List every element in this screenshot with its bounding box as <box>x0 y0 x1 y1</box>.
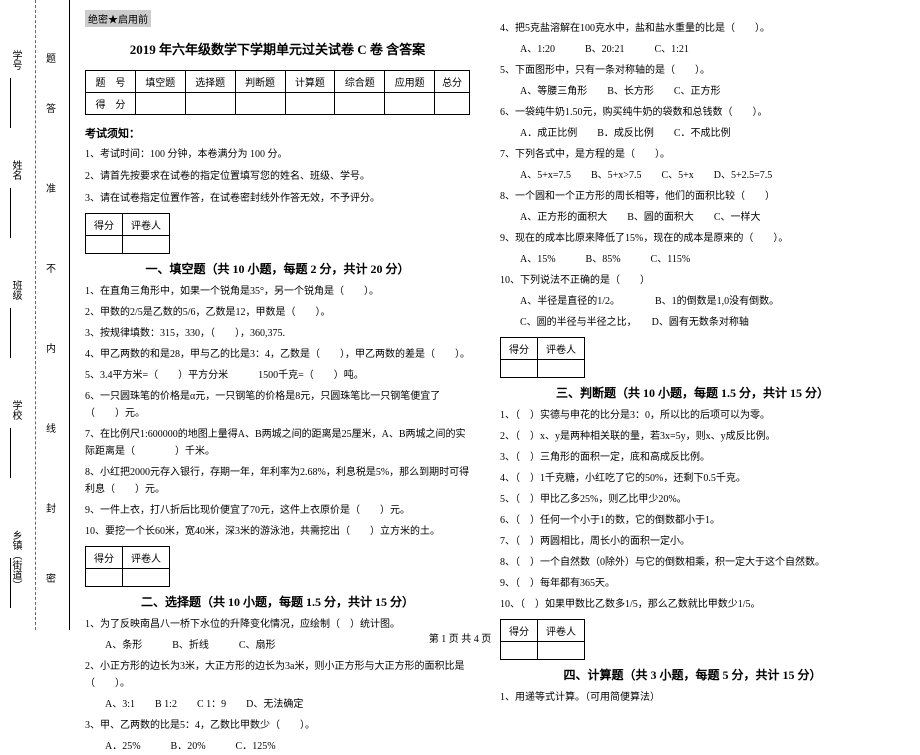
score-header-cell: 选择题 <box>185 71 235 93</box>
score-value-cell <box>285 93 335 115</box>
score-value-cell <box>235 93 285 115</box>
notice-item: 3、请在试卷指定位置作答，在试卷密封线外作答无效，不予评分。 <box>85 191 470 207</box>
question-line: 5、3.4平方米=（ ）平方分米 1500千克=（ ）吨。 <box>85 367 470 384</box>
question-line: 3、（ ）三角形的面积一定，底和高成反比例。 <box>500 449 885 466</box>
score-header-cell: 综合题 <box>335 71 385 93</box>
question-line: 7、在比例尺1:600000的地图上量得A、B两城之间的距离是25厘米，A、B两… <box>85 426 470 460</box>
seal-char: 封 <box>46 500 56 515</box>
binding-margin: 学号姓名班级学校乡镇（街道） 题答准不内线封密 <box>0 0 70 630</box>
question-line: A、半径是直径的1/2。 B、1的倒数是1,0没有倒数。 <box>500 293 885 310</box>
score-value-cell <box>135 93 185 115</box>
binding-field-label: 学号 <box>8 50 23 70</box>
page-footer: 第 1 页 共 4 页 <box>0 630 920 645</box>
score-value-cell <box>435 93 470 115</box>
score-header-cell: 应用题 <box>385 71 435 93</box>
question-line: 10、（ ）如果甲数比乙数多1/5，那么乙数就比甲数少1/5。 <box>500 596 885 613</box>
question-line: 4、把5克盐溶解在100克水中，盐和盐水重量的比是（ ）。 <box>500 20 885 37</box>
score-value-cell <box>385 93 435 115</box>
question-line: 6、（ ）任何一个小于1的数，它的倒数都小于1。 <box>500 512 885 529</box>
question-line: 9、一件上衣，打八折后比现价便宜了70元，这件上衣原价是（ ）元。 <box>85 502 470 519</box>
question-line: A、15% B、85% C、115% <box>500 251 885 268</box>
notice-head: 考试须知： <box>85 125 470 141</box>
seal-char: 密 <box>46 570 56 585</box>
question-line: 5、（ ）甲比乙多25%，则乙比甲少20%。 <box>500 491 885 508</box>
seal-char: 答 <box>46 100 56 115</box>
secret-label: 绝密★启用前 <box>85 10 151 27</box>
score-header-cell: 总分 <box>435 71 470 93</box>
left-column: 绝密★启用前 2019 年六年级数学下学期单元过关试卷 C 卷 含答案 题 号填… <box>70 0 485 630</box>
seal-char: 准 <box>46 180 56 195</box>
section1-title: 一、填空题（共 10 小题，每题 2 分，共计 20 分） <box>85 260 470 277</box>
score-header-cell: 判断题 <box>235 71 285 93</box>
notice-item: 2、请首先按要求在试卷的指定位置填写您的姓名、班级、学号。 <box>85 169 470 185</box>
section3-title: 三、判断题（共 10 小题，每题 1.5 分，共计 15 分） <box>500 384 885 401</box>
question-line: 10、下列说法不正确的是（ ） <box>500 272 885 289</box>
right-column: 4、把5克盐溶解在100克水中，盐和盐水重量的比是（ ）。 A、1:20 B、2… <box>485 0 900 630</box>
question-line: 8、一个圆和一个正方形的周长相等，他们的面积比较（ ） <box>500 188 885 205</box>
question-line: 10、要挖一个长60米，宽40米，深3米的游泳池，共需挖出（ ）立方米的土。 <box>85 523 470 540</box>
binding-field-label: 姓名 <box>8 160 23 180</box>
question-line: A、5+x=7.5 B、5+x>7.5 C、5+x D、5+2.5=7.5 <box>500 167 885 184</box>
seal-char: 题 <box>46 50 56 65</box>
score-value-cell <box>335 93 385 115</box>
question-line: 3、按规律填数：315，330，（ ），360,375. <box>85 325 470 342</box>
question-line: 1、（ ）实德与申花的比分是3：0，所以比的后项可以为零。 <box>500 407 885 424</box>
score-table: 题 号填空题选择题判断题计算题综合题应用题总分 得 分 <box>85 70 470 115</box>
dash-line <box>35 0 36 630</box>
question-line: 8、（ ）一个自然数（0除外）与它的倒数相乘，积一定大于这个自然数。 <box>500 554 885 571</box>
seal-char: 内 <box>46 340 56 355</box>
grader-table-3: 得分评卷人 <box>500 337 585 378</box>
question-line: 6、一袋纯牛奶1.50元，购买纯牛奶的袋数和总钱数（ ）。 <box>500 104 885 121</box>
score-header-cell: 填空题 <box>135 71 185 93</box>
section4-title: 四、计算题（共 3 小题，每题 5 分，共计 15 分） <box>500 666 885 683</box>
seal-char: 不 <box>46 260 56 275</box>
score-value-cell <box>185 93 235 115</box>
grader-person: 评卷人 <box>123 214 170 236</box>
section2-title: 二、选择题（共 10 小题，每题 1.5 分，共计 15 分） <box>85 593 470 610</box>
question-line: 7、（ ）两圆相比，周长小的面积一定小。 <box>500 533 885 550</box>
question-line: 1、用递等式计算。（可用简便算法） <box>500 689 885 706</box>
seal-char: 线 <box>46 420 56 435</box>
notice-item: 1、考试时间：100 分钟，本卷满分为 100 分。 <box>85 147 470 163</box>
question-line: A、等腰三角形 B、长方形 C、正方形 <box>500 83 885 100</box>
question-line: A．成正比例 B．成反比例 C．不成比例 <box>500 125 885 142</box>
question-line: 9、（ ）每年都有365天。 <box>500 575 885 592</box>
question-line: 9、现在的成本比原来降低了15%，现在的成本是原来的（ ）。 <box>500 230 885 247</box>
question-line: A、3:1 B 1:2 C 1：9 D、无法确定 <box>85 696 470 713</box>
grader-table-2: 得分评卷人 <box>85 546 170 587</box>
question-line: 4、甲乙两数的和是28，甲与乙的比是3：4，乙数是（ ），甲乙两数的差是（ ）。 <box>85 346 470 363</box>
question-line: 6、一只圆珠笔的价格是α元，一只钢笔的价格是8元，只圆珠笔比一只钢笔便宜了（ ）… <box>85 388 470 422</box>
score-value-cell: 得 分 <box>86 93 136 115</box>
score-header-cell: 计算题 <box>285 71 335 93</box>
exam-title: 2019 年六年级数学下学期单元过关试卷 C 卷 含答案 <box>85 39 470 58</box>
grader-table-1: 得分评卷人 <box>85 213 170 254</box>
binding-field-label: 学校 <box>8 400 23 420</box>
question-line: 2、小正方形的边长为3米，大正方形的边长为3a米，则小正方形与大正方形的面积比是… <box>85 658 470 692</box>
question-line: 1、在直角三角形中，如果一个锐角是35°，另一个锐角是（ ）。 <box>85 283 470 300</box>
binding-field-label: 班级 <box>8 280 23 300</box>
question-line: A、正方形的面积大 B、圆的面积大 C、一样大 <box>500 209 885 226</box>
question-line: 2、甲数的2/5是乙数的5/6，乙数是12，甲数是（ ）。 <box>85 304 470 321</box>
question-line: C、圆的半径与半径之比， D、圆有无数条对称轴 <box>500 314 885 331</box>
grader-score: 得分 <box>86 214 123 236</box>
question-line: 3、甲、乙两数的比是5：4，乙数比甲数少（ ）。 <box>85 717 470 734</box>
question-line: 8、小红把2000元存入银行，存期一年，年利率为2.68%，利息税是5%，那么到… <box>85 464 470 498</box>
question-line: A、1:20 B、20:21 C、1:21 <box>500 41 885 58</box>
question-line: 2、（ ）x、y是两种相关联的量，若3x=5y，则x、y成反比例。 <box>500 428 885 445</box>
question-line: 7、下列各式中，是方程的是（ ）。 <box>500 146 885 163</box>
question-line: 5、下面图形中，只有一条对称轴的是（ ）。 <box>500 62 885 79</box>
question-line: A．25% B．20% C．125% <box>85 738 470 755</box>
content-area: 绝密★启用前 2019 年六年级数学下学期单元过关试卷 C 卷 含答案 题 号填… <box>70 0 920 630</box>
exam-page: 学号姓名班级学校乡镇（街道） 题答准不内线封密 绝密★启用前 2019 年六年级… <box>0 0 920 630</box>
score-header-cell: 题 号 <box>86 71 136 93</box>
question-line: 4、（ ）1千克糖，小红吃了它的50%，还剩下0.5千克。 <box>500 470 885 487</box>
